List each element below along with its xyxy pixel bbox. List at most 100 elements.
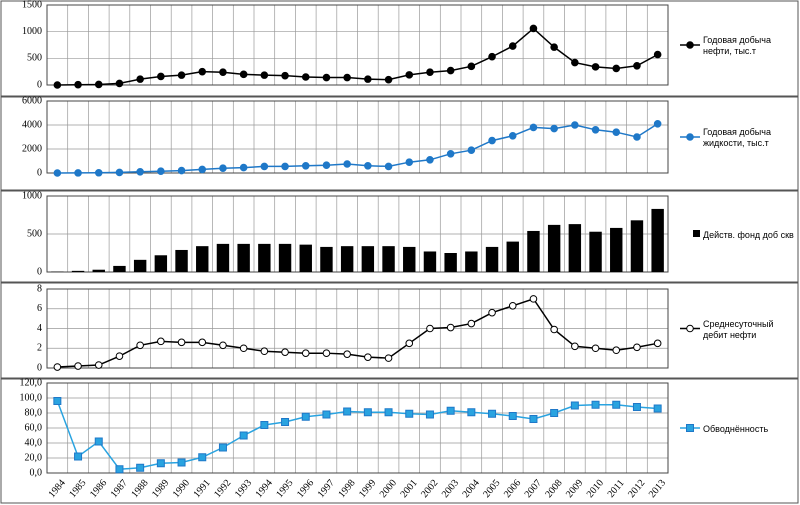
marker (219, 341, 227, 350)
legend-box: Обводнённость (703, 424, 768, 434)
marker (53, 363, 62, 371)
y-tick-label: 500 (27, 53, 42, 64)
x-tick-label: 1986 (88, 478, 109, 500)
bar (196, 246, 209, 272)
y-tick-label: 0 (37, 266, 42, 277)
marker (612, 346, 621, 355)
marker (136, 168, 144, 176)
marker (281, 162, 289, 171)
legend-label: Годовая добыча нефти, тыс.т (703, 35, 771, 56)
marker (571, 342, 579, 351)
y-tick-label: 1000 (22, 26, 42, 37)
x-tick-label: 1984 (47, 478, 68, 500)
marker (384, 75, 393, 84)
marker (633, 133, 641, 141)
bar (568, 224, 582, 272)
marker (115, 79, 124, 88)
marker (136, 75, 144, 83)
bar (340, 246, 354, 272)
marker (446, 323, 455, 332)
marker (612, 128, 621, 136)
marker (384, 408, 393, 417)
bar (547, 224, 561, 272)
x-tick-label: 2004 (461, 478, 482, 500)
marker (591, 400, 600, 409)
x-tick-label: 2013 (647, 478, 668, 500)
marker (632, 403, 641, 411)
marker (405, 158, 414, 166)
y-tick-label: 6 (37, 303, 42, 314)
x-tick-label: 1987 (109, 478, 130, 500)
plot-border (46, 382, 669, 474)
marker (425, 410, 434, 419)
marker (198, 453, 207, 462)
bar (610, 227, 623, 272)
legend-label: Среднесуточный дебит нефти (703, 318, 774, 340)
bar (154, 255, 168, 272)
marker (364, 353, 372, 361)
y-tick-label: 40,0 (25, 437, 43, 448)
plot-border (46, 195, 669, 273)
marker (364, 162, 372, 170)
y-tick-label: 500 (27, 228, 42, 239)
bar (382, 246, 395, 272)
marker (219, 68, 227, 76)
marker (322, 410, 331, 419)
marker (343, 73, 351, 82)
panel-border (0, 0, 799, 97)
marker (508, 301, 517, 310)
bar (133, 259, 147, 272)
marker (633, 62, 641, 70)
bar (216, 243, 230, 272)
x-tick-label: 2011 (606, 478, 627, 500)
panel-border (0, 378, 799, 504)
marker (591, 63, 600, 71)
marker (426, 156, 434, 164)
marker (405, 339, 414, 348)
marker (219, 164, 227, 172)
marker (115, 465, 124, 474)
marker (405, 71, 414, 79)
legend-box: Действ. фонд доб скв (703, 230, 794, 240)
bar (361, 246, 375, 272)
bar (258, 243, 271, 272)
marker (446, 406, 455, 415)
legend-label: Годовая добыча жидкости, тыс.т (703, 127, 771, 148)
y-tick-label: 60,0 (25, 422, 43, 433)
marker (426, 68, 434, 76)
marker (177, 166, 186, 175)
marker (488, 136, 496, 145)
x-tick-label: 1997 (316, 478, 337, 500)
x-tick-label: 2009 (564, 478, 585, 500)
bar (299, 244, 312, 272)
legend-marker (686, 133, 694, 141)
marker (260, 71, 269, 79)
marker (508, 132, 517, 140)
panel-border (0, 282, 799, 379)
x-tick-label: 1995 (274, 478, 295, 500)
y-tick-label: 1000 (22, 190, 42, 201)
plot-border (46, 288, 669, 369)
marker (177, 71, 186, 79)
x-tick-label: 2005 (481, 478, 502, 500)
marker (94, 361, 103, 369)
marker (612, 64, 621, 73)
legend-box: Годовая добыча нефти, тыс.т (703, 35, 771, 56)
x-tick-label: 2007 (523, 478, 544, 500)
marker (571, 58, 579, 67)
marker (550, 325, 558, 334)
y-tick-label: 0 (37, 362, 42, 373)
y-tick-label: 8 (37, 283, 42, 294)
marker (115, 168, 124, 177)
marker (363, 408, 372, 417)
marker (53, 81, 62, 89)
x-tick-label: 2008 (543, 478, 564, 500)
bar (630, 220, 644, 272)
bar (465, 251, 478, 272)
marker (426, 324, 434, 333)
marker (177, 458, 186, 467)
marker (53, 169, 62, 177)
legend-box: Годовая добыча жидкости, тыс.т (703, 127, 771, 148)
x-tick-label: 1993 (233, 478, 254, 500)
